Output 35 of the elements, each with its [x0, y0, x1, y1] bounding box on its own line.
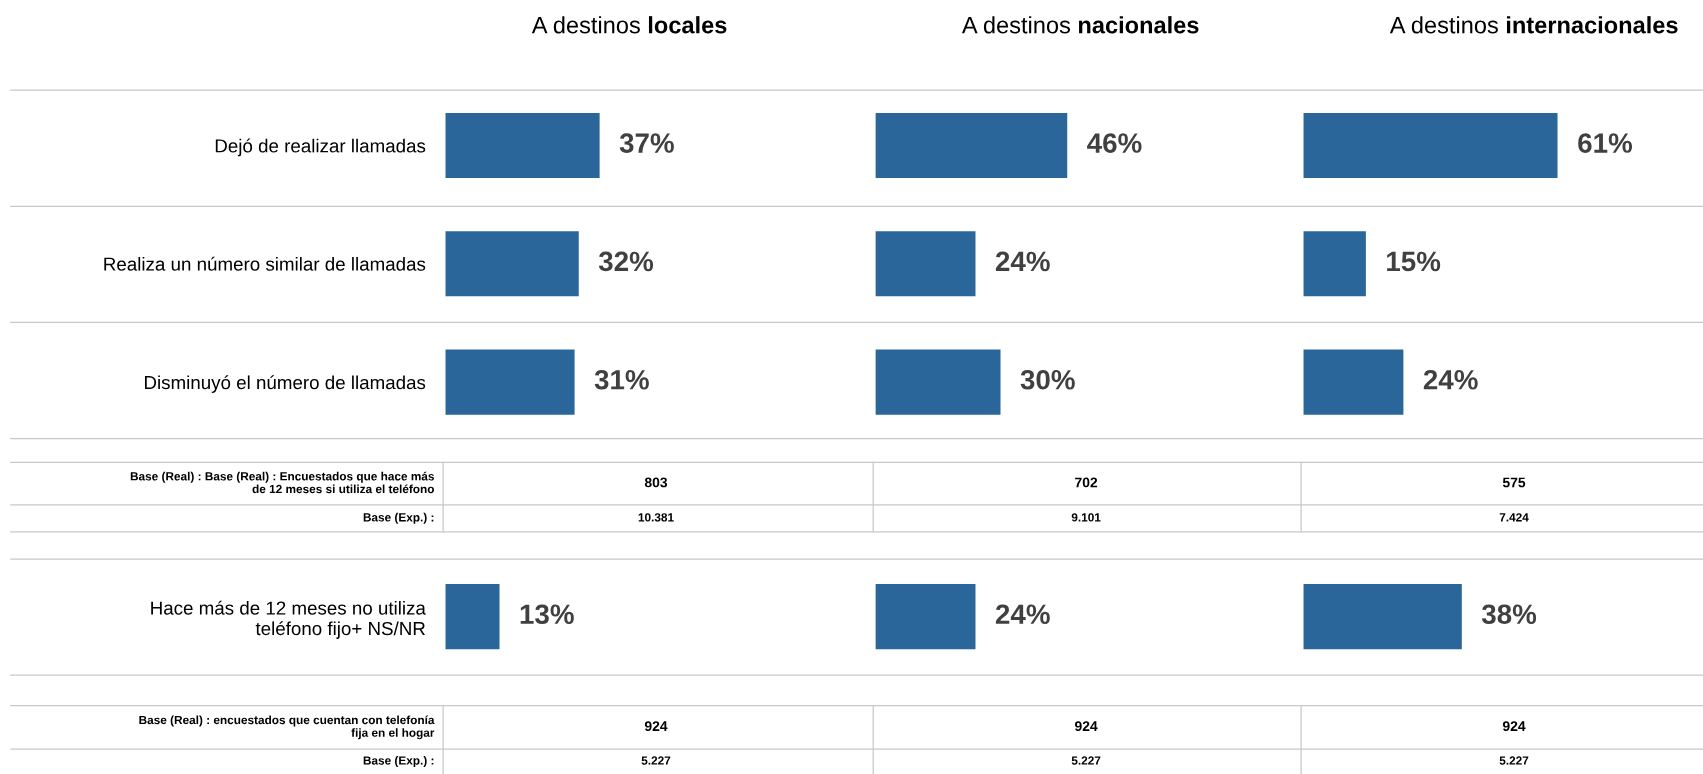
text: 5.227 — [1071, 756, 1101, 765]
text: 7.424 — [1499, 513, 1529, 522]
data-label: 46% — [1087, 133, 1142, 153]
text: Base (Exp.) : — [363, 512, 434, 524]
chart-title: A destinos nacionales — [961, 16, 1199, 34]
text: Base (Exp.) : — [363, 756, 434, 768]
text: Base (Real) : Base (Real) : Encuestados que hace más de 12 meses si utiliza el teléfono — [130, 471, 434, 494]
data-label: 38% — [1481, 604, 1537, 625]
text: 10.381 — [638, 513, 674, 522]
y-tick-label: Hace más de 12 meses no utiliza teléfono fijo+ NS/NR — [151, 600, 426, 639]
text: 924 — [1074, 721, 1098, 732]
data-label: 30% — [1020, 369, 1075, 390]
chart-title: A destinos internacionales — [1389, 16, 1678, 34]
text: 924 — [644, 721, 668, 732]
chart-title: A destinos locales — [531, 16, 727, 34]
y-tick-label: Disminuyó el número de llamadas — [144, 375, 426, 393]
text: 924 — [1502, 721, 1526, 732]
data-label: 13% — [520, 604, 574, 625]
y-tick-label: Realiza un número similar de llamadas — [104, 256, 426, 271]
text: 803 — [644, 477, 668, 488]
data-label: 15% — [1387, 251, 1441, 272]
data-label: 24% — [995, 604, 1050, 624]
text: Base (Real) : encuestados que cuentan con telefonía fija en el hogar — [139, 715, 435, 740]
text: 9.101 — [1071, 513, 1101, 522]
text: 575 — [1502, 477, 1526, 488]
text: 702 — [1075, 477, 1098, 488]
text: 5.227 — [1499, 756, 1529, 765]
text: 5.227 — [641, 756, 671, 765]
data-label: 37% — [619, 133, 674, 153]
data-label: 24% — [995, 251, 1050, 272]
data-label: 31% — [594, 369, 649, 390]
data-label: 32% — [598, 251, 654, 272]
y-tick-label: Dejó de realizar llamadas — [215, 138, 426, 157]
data-label: 24% — [1423, 369, 1478, 390]
data-label: 61% — [1578, 133, 1633, 153]
